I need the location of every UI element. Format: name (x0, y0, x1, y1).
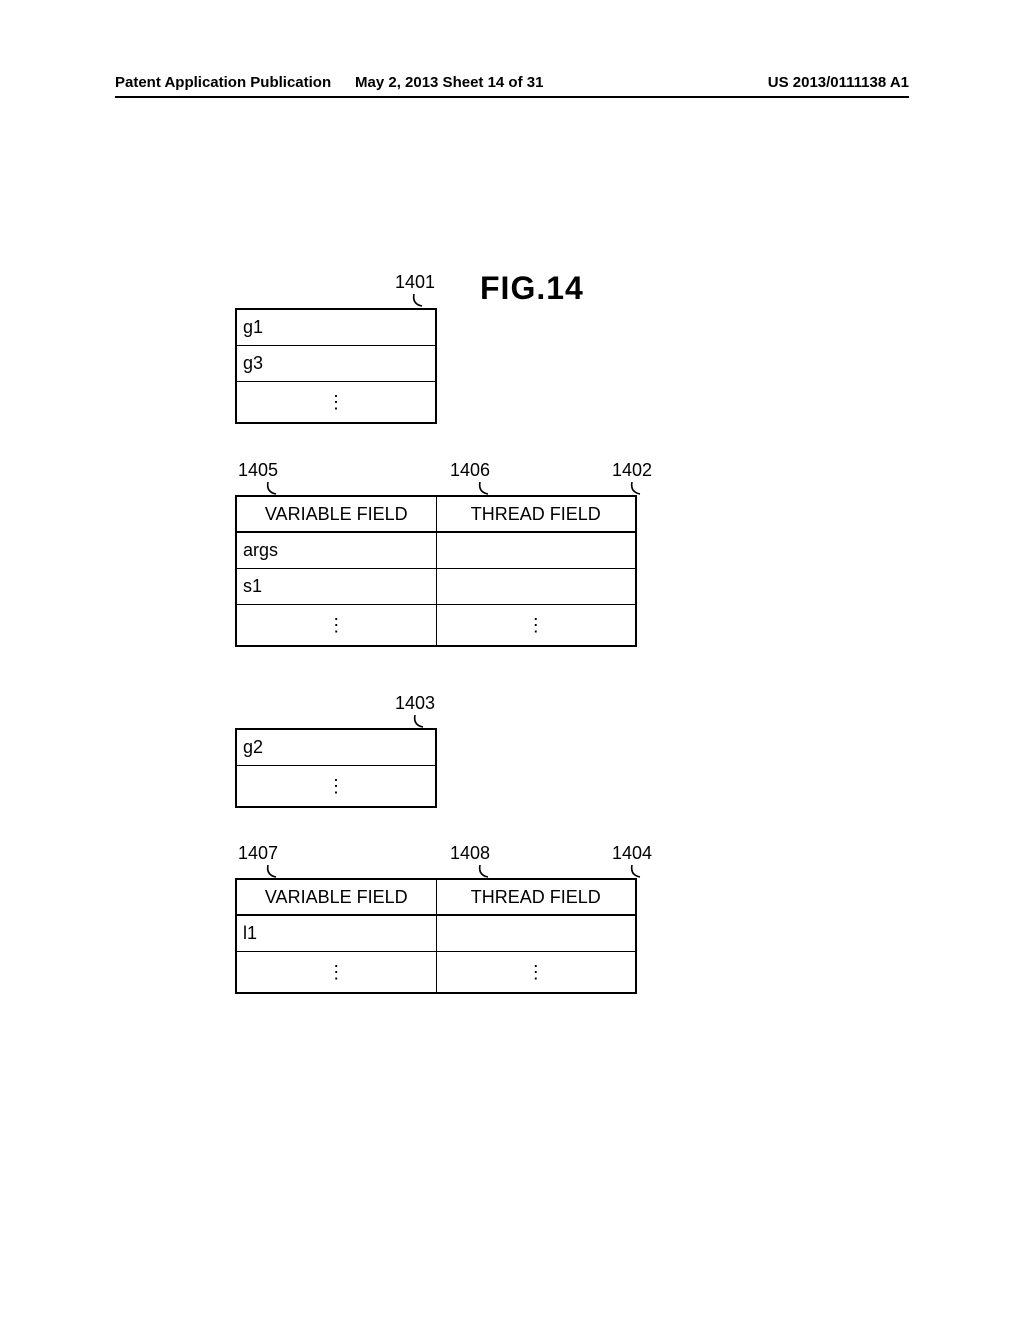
header-left: Patent Application Publication (115, 74, 331, 91)
ref-1408: 1408 (450, 843, 490, 864)
t1401-r2: ⋮ (236, 381, 436, 423)
ref-1405: 1405 (238, 460, 278, 481)
t1401-r1: g3 (236, 345, 436, 381)
header-rule (115, 96, 909, 98)
t1404-r1c1: ⋮ (436, 951, 636, 993)
table-1403: g2 ⋮ (235, 728, 437, 808)
header-center: May 2, 2013 Sheet 14 of 31 (355, 74, 543, 91)
t1402-r1c1 (436, 568, 636, 604)
t1404-r0c1 (436, 915, 636, 951)
t1404-h1: THREAD FIELD (436, 879, 636, 915)
table-1402: VARIABLE FIELD THREAD FIELD args s1 ⋮ ⋮ (235, 495, 637, 647)
ref-1403: 1403 (395, 693, 435, 714)
hook-1404 (628, 865, 642, 877)
ref-1402: 1402 (612, 460, 652, 481)
t1404-h0: VARIABLE FIELD (236, 879, 436, 915)
hook-1403 (411, 715, 425, 727)
t1403-r1: ⋮ (236, 765, 436, 807)
hook-1407 (264, 865, 278, 877)
hook-1405 (264, 482, 278, 494)
hook-1402 (628, 482, 642, 494)
t1401-r0: g1 (236, 309, 436, 345)
t1402-h0: VARIABLE FIELD (236, 496, 436, 532)
figure-title: FIG.14 (480, 270, 584, 307)
table-1401: g1 g3 ⋮ (235, 308, 437, 424)
header-right: US 2013/0111138 A1 (768, 74, 909, 91)
t1404-r1c0: ⋮ (236, 951, 436, 993)
t1402-r0c1 (436, 532, 636, 568)
ref-1401: 1401 (395, 272, 435, 293)
t1402-r1c0: s1 (236, 568, 436, 604)
t1402-r0c0: args (236, 532, 436, 568)
hook-1406 (476, 482, 490, 494)
t1403-r0: g2 (236, 729, 436, 765)
ref-1407: 1407 (238, 843, 278, 864)
t1402-r2c0: ⋮ (236, 604, 436, 646)
hook-1408 (476, 865, 490, 877)
t1402-h1: THREAD FIELD (436, 496, 636, 532)
ref-1404: 1404 (612, 843, 652, 864)
t1402-r2c1: ⋮ (436, 604, 636, 646)
t1404-r0c0: l1 (236, 915, 436, 951)
table-1404: VARIABLE FIELD THREAD FIELD l1 ⋮ ⋮ (235, 878, 637, 994)
page-root: Patent Application Publication May 2, 20… (0, 0, 1024, 1320)
hook-1401 (410, 294, 424, 306)
ref-1406: 1406 (450, 460, 490, 481)
